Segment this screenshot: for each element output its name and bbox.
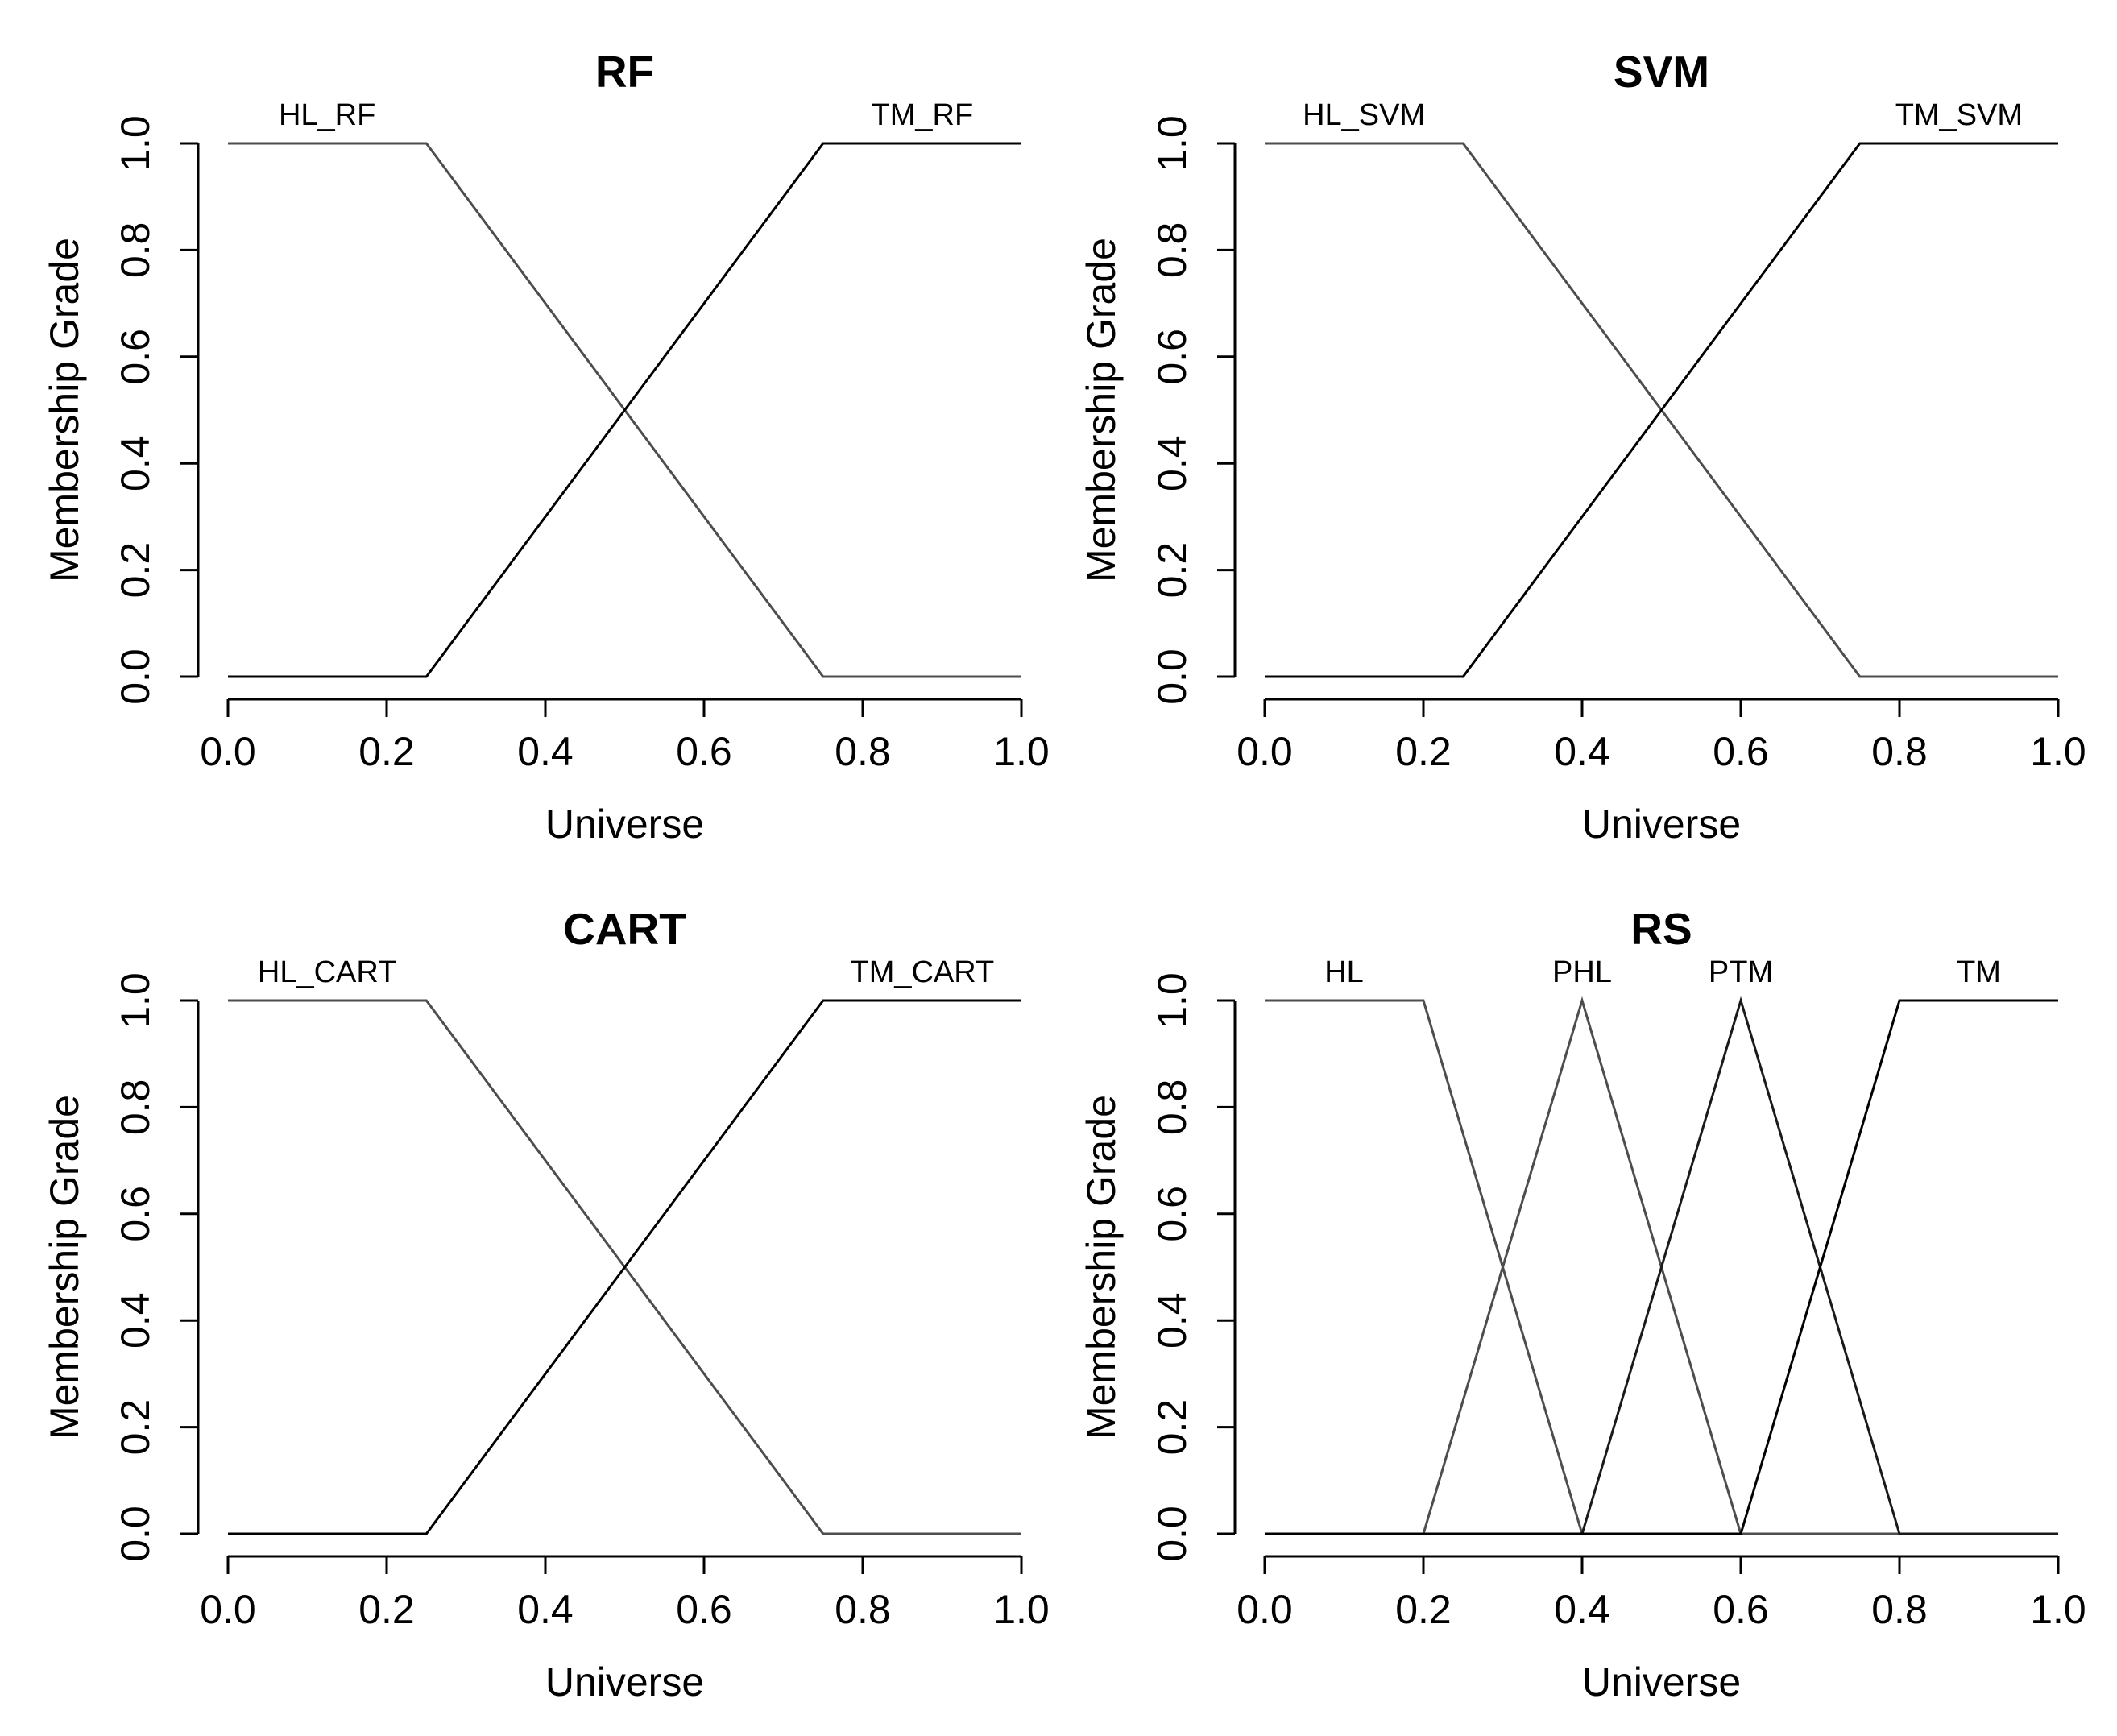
y-tick-label: 0.8 bbox=[113, 1079, 158, 1136]
x-axis-label: Universe bbox=[1582, 802, 1741, 847]
x-tick-label: 0.0 bbox=[200, 729, 256, 774]
y-tick-label: 0.8 bbox=[1150, 222, 1195, 279]
series-line-tm bbox=[1265, 999, 2058, 1535]
x-tick-label: 0.2 bbox=[1395, 729, 1452, 774]
y-tick-label: 0.0 bbox=[1150, 648, 1195, 705]
x-tick-label: 0.0 bbox=[200, 1587, 256, 1632]
x-tick-label: 0.0 bbox=[1237, 1587, 1293, 1632]
series-line-tm-svm bbox=[1265, 142, 2058, 678]
y-axis-label: Membership Grade bbox=[1079, 1095, 1124, 1440]
x-tick-label: 0.4 bbox=[517, 729, 574, 774]
y-tick-label: 0.6 bbox=[113, 329, 158, 385]
y-tick-label: 0.0 bbox=[113, 648, 158, 705]
series-label: TM bbox=[1957, 955, 2001, 989]
x-tick-label: 0.4 bbox=[517, 1587, 574, 1632]
y-tick-label: 0.6 bbox=[113, 1186, 158, 1242]
y-tick-label: 1.0 bbox=[113, 972, 158, 1029]
panel-rf: RF 0.0 0.2 0.4 0.6 0.8 1.0 0.0 0.2 0.4 0.6 0.8 1.0 Un… bbox=[42, 47, 1050, 847]
x-tick-label: 0.2 bbox=[358, 729, 415, 774]
panel-cart: CART 0.0 0.2 0.4 0.6 0.8 1.0 0.0 0.2 0.4 0.6 0.8 1.0… bbox=[42, 904, 1050, 1705]
y-tick-label: 0.8 bbox=[113, 222, 158, 279]
x-tick-label: 0.8 bbox=[835, 729, 891, 774]
y-tick-label: 0.0 bbox=[1150, 1506, 1195, 1562]
panel-title: CART bbox=[563, 904, 686, 954]
x-axis-label: Universe bbox=[545, 802, 704, 847]
y-tick-label: 1.0 bbox=[1150, 115, 1195, 172]
x-tick-label: 1.0 bbox=[993, 1587, 1050, 1632]
series-label: HL_RF bbox=[279, 98, 375, 132]
y-tick-label: 0.2 bbox=[113, 542, 158, 599]
panel-svm: SVM 0.0 0.2 0.4 0.6 0.8 1.0 0.0 0.2 0.4 0.6 0.8 1.0 U… bbox=[1079, 47, 2086, 847]
x-tick-label: 1.0 bbox=[993, 729, 1050, 774]
y-tick-label: 0.6 bbox=[1150, 1186, 1195, 1242]
y-tick-label: 0.4 bbox=[1150, 435, 1195, 491]
y-tick-label: 0.0 bbox=[113, 1506, 158, 1562]
x-tick-label: 0.6 bbox=[676, 1587, 732, 1632]
y-tick-label: 0.6 bbox=[1150, 329, 1195, 385]
x-tick-label: 0.2 bbox=[358, 1587, 415, 1632]
x-tick-label: 0.4 bbox=[1554, 729, 1610, 774]
panel-title: RF bbox=[595, 47, 654, 97]
y-tick-label: 0.8 bbox=[1150, 1079, 1195, 1136]
x-tick-label: 0.8 bbox=[835, 1587, 891, 1632]
y-axis-label: Membership Grade bbox=[42, 1095, 87, 1440]
panel-rs: RS 0.0 0.2 0.4 0.6 0.8 1.0 0.0 0.2 0.4 0.6 0.8 1.0 Un… bbox=[1079, 904, 2086, 1705]
x-tick-label: 0.2 bbox=[1395, 1587, 1452, 1632]
series-label: HL_CART bbox=[258, 955, 396, 989]
series-label: TM_SVM bbox=[1895, 98, 2023, 132]
y-axis-label: Membership Grade bbox=[42, 238, 87, 582]
x-axis-label: Universe bbox=[1582, 1659, 1741, 1705]
panel-title: SVM bbox=[1614, 47, 1709, 97]
panel-title: RS bbox=[1630, 904, 1692, 954]
series-label: HL_SVM bbox=[1303, 98, 1425, 132]
y-tick-label: 0.4 bbox=[1150, 1292, 1195, 1349]
series-label: PHL bbox=[1552, 955, 1612, 989]
series-line-tm-cart bbox=[228, 999, 1021, 1535]
x-tick-label: 0.8 bbox=[1871, 1587, 1928, 1632]
y-tick-label: 0.2 bbox=[113, 1399, 158, 1456]
y-tick-label: 1.0 bbox=[1150, 972, 1195, 1029]
y-tick-label: 0.4 bbox=[113, 435, 158, 491]
series-label: TM_CART bbox=[850, 955, 994, 989]
y-tick-label: 0.4 bbox=[113, 1292, 158, 1349]
x-tick-label: 1.0 bbox=[2030, 1587, 2086, 1632]
y-tick-label: 1.0 bbox=[113, 115, 158, 172]
series-line-tm-rf bbox=[228, 142, 1021, 678]
x-tick-label: 0.4 bbox=[1554, 1587, 1610, 1632]
x-axis-label: Universe bbox=[545, 1659, 704, 1705]
x-tick-label: 0.8 bbox=[1871, 729, 1928, 774]
series-label: PTM bbox=[1709, 955, 1773, 989]
x-tick-label: 0.0 bbox=[1237, 729, 1293, 774]
series-label: HL bbox=[1324, 955, 1364, 989]
y-tick-label: 0.2 bbox=[1150, 1399, 1195, 1456]
y-axis-label: Membership Grade bbox=[1079, 238, 1124, 582]
x-tick-label: 0.6 bbox=[1713, 729, 1769, 774]
x-tick-label: 0.6 bbox=[1713, 1587, 1769, 1632]
x-tick-label: 0.6 bbox=[676, 729, 732, 774]
y-tick-label: 0.2 bbox=[1150, 542, 1195, 599]
series-label: TM_RF bbox=[872, 98, 974, 132]
x-tick-label: 1.0 bbox=[2030, 729, 2086, 774]
series-line-ptm bbox=[1265, 996, 2058, 1535]
